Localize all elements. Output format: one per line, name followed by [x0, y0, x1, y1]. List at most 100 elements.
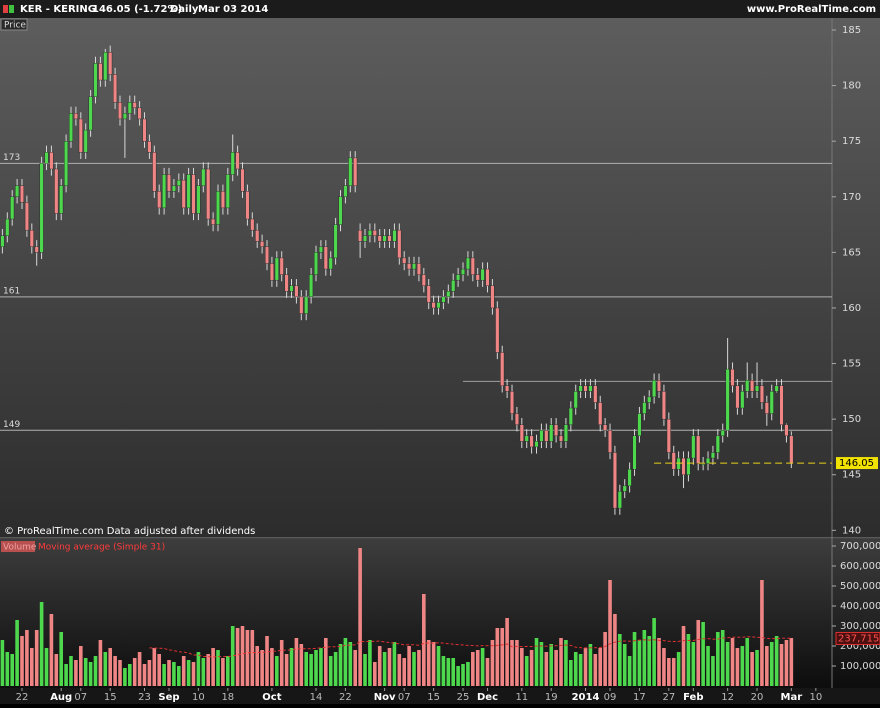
y-tick-label: 160 — [842, 303, 861, 314]
candle-body — [407, 263, 412, 270]
candle-body — [745, 380, 750, 392]
candle-body — [44, 152, 49, 164]
candle-body — [0, 235, 5, 248]
site: www.ProRealTime.com — [747, 4, 876, 15]
candle-body — [108, 52, 113, 75]
candle-body — [701, 463, 706, 465]
panel-label: Price — [4, 21, 26, 31]
volume-bar — [275, 656, 279, 686]
volume-bar — [142, 664, 147, 686]
candle-body — [617, 491, 622, 509]
candle-body — [314, 252, 319, 275]
volume-bar — [578, 654, 583, 686]
volume-bar — [98, 640, 103, 686]
volume-bar — [39, 602, 44, 686]
candle-body — [608, 430, 613, 453]
candle-body — [416, 263, 421, 275]
candle-body — [235, 152, 240, 170]
volume-bar — [216, 650, 220, 686]
volume-bar — [730, 638, 735, 686]
header-bar — [0, 0, 880, 18]
volume-bar — [662, 648, 666, 686]
candle-body — [29, 229, 34, 248]
candle-body — [412, 263, 417, 270]
volume-bar — [495, 628, 500, 686]
candle-body — [461, 268, 466, 275]
candle-body — [152, 152, 157, 192]
volume-bar — [0, 640, 5, 686]
candle-body — [750, 380, 755, 392]
volume-bar — [691, 642, 696, 686]
candle-body — [64, 140, 69, 186]
volume-bar — [475, 650, 480, 686]
volume-bar — [686, 634, 691, 686]
volume-bar — [157, 654, 162, 686]
candle-body — [211, 218, 216, 225]
candle-body — [304, 296, 309, 314]
volume-bar — [128, 664, 132, 686]
candle-body — [220, 191, 225, 209]
volume-bar — [725, 642, 730, 686]
candle-body — [382, 235, 387, 242]
candle-body — [686, 457, 691, 475]
volume-bar — [637, 640, 642, 686]
candle-body — [568, 407, 573, 425]
volume-bar — [265, 636, 269, 686]
volume-bar — [735, 648, 740, 686]
x-tick-label: 23 — [138, 692, 151, 703]
volume-bar — [10, 654, 15, 686]
volume-bar — [88, 662, 93, 686]
candle-body — [559, 435, 564, 442]
x-tick-label: 11 — [515, 692, 528, 703]
x-tick-label: Sep — [158, 692, 179, 703]
candle-body — [421, 274, 426, 286]
candle-body — [377, 235, 382, 242]
volume-bar — [314, 650, 318, 686]
volume-bar — [211, 648, 215, 686]
y-tick-label: 180 — [842, 81, 861, 92]
volume-bar — [422, 594, 426, 686]
candle-body — [147, 140, 152, 153]
candle-body — [485, 268, 490, 286]
y-tick-label: 145 — [842, 470, 861, 481]
volume-bar — [333, 652, 338, 686]
x-tick-label: 12 — [721, 692, 734, 703]
candle-body — [122, 113, 127, 120]
candle-body — [632, 435, 637, 470]
y-tick-label: 185 — [842, 25, 861, 36]
candle-body — [392, 229, 397, 242]
x-tick-label: 20 — [751, 692, 764, 703]
candle-body — [524, 435, 529, 442]
volume-bar — [436, 646, 441, 686]
volume-bar — [789, 638, 794, 686]
moving-average-line — [149, 636, 792, 658]
candle-body — [755, 385, 760, 392]
candle-body — [759, 385, 764, 403]
volume-bar — [113, 656, 117, 686]
volume-bar — [701, 622, 705, 686]
candle-body — [318, 246, 323, 253]
legend-volume: Volume — [3, 543, 37, 553]
volume-bar — [152, 648, 157, 686]
volume-bar — [417, 650, 421, 686]
volume-bar — [549, 644, 554, 686]
candle-body — [363, 235, 368, 242]
volume-bar — [186, 660, 191, 686]
candle-body — [456, 274, 461, 281]
candle-body — [549, 424, 554, 442]
candle-body — [127, 102, 132, 114]
candle-body — [5, 218, 10, 236]
volume-bar — [441, 656, 446, 686]
candle-body — [59, 185, 64, 214]
x-tick-label: 07 — [398, 692, 411, 703]
candle-body — [510, 391, 515, 414]
candle-body — [157, 191, 162, 209]
candle-body — [10, 196, 15, 220]
candle-body — [274, 257, 279, 281]
candle-body — [470, 257, 475, 275]
volume-bar — [490, 640, 495, 686]
candle-body — [671, 452, 676, 470]
volume-bar — [226, 656, 230, 686]
volume-bar — [740, 646, 745, 686]
y-tick-label: 500,000 — [840, 581, 880, 592]
